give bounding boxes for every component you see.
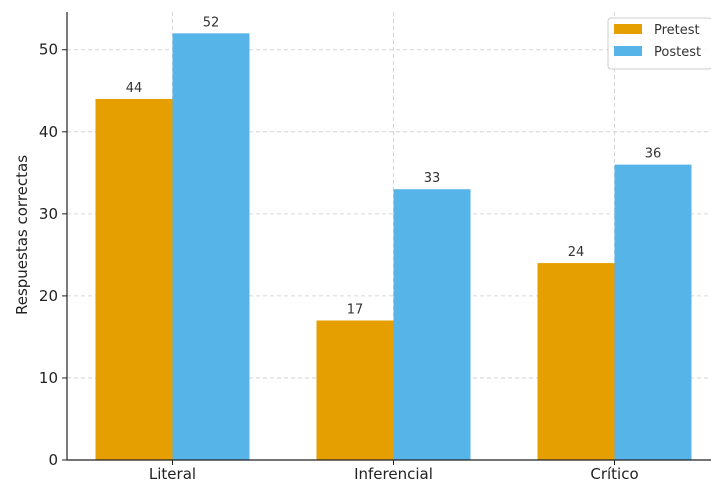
y-tick-label: 10 — [39, 369, 58, 387]
bar-pretest — [95, 98, 173, 460]
y-tick-label: 0 — [48, 451, 58, 469]
y-tick-label: 40 — [39, 123, 58, 141]
y-tick-label: 30 — [39, 205, 58, 223]
bars-layer — [95, 33, 692, 460]
legend-swatch-postest — [614, 46, 642, 56]
bar-value-label: 52 — [203, 15, 220, 30]
bar-value-label: 24 — [568, 245, 585, 260]
bar-value-label: 36 — [645, 147, 662, 162]
bar-value-label: 44 — [126, 81, 143, 96]
legend: Pretest Postest — [607, 17, 711, 70]
axes-layer: 0 10 20 30 40 50 Literal Inferencial Crítico — [39, 12, 711, 483]
y-tick-label: 20 — [39, 287, 58, 305]
legend-label-pretest: Pretest — [654, 23, 700, 38]
bar-value-label: 33 — [424, 171, 441, 186]
bar-value-label: 17 — [347, 303, 364, 318]
data-labels-layer: 44 17 24 52 33 36 — [126, 15, 662, 317]
legend-label-postest: Postest — [654, 45, 701, 60]
y-axis-label: Respuestas correctas — [13, 155, 31, 315]
y-tick-label: 50 — [39, 41, 58, 59]
bar-pretest — [537, 263, 615, 460]
bar-pretest — [316, 320, 394, 460]
legend-swatch-pretest — [614, 24, 642, 34]
x-tick-label: Crítico — [590, 465, 638, 483]
bar-postest — [614, 164, 692, 460]
bar-postest — [393, 189, 471, 460]
bar-postest — [172, 33, 250, 460]
x-tick-label: Literal — [149, 465, 196, 483]
x-tick-label: Inferencial — [354, 465, 433, 483]
